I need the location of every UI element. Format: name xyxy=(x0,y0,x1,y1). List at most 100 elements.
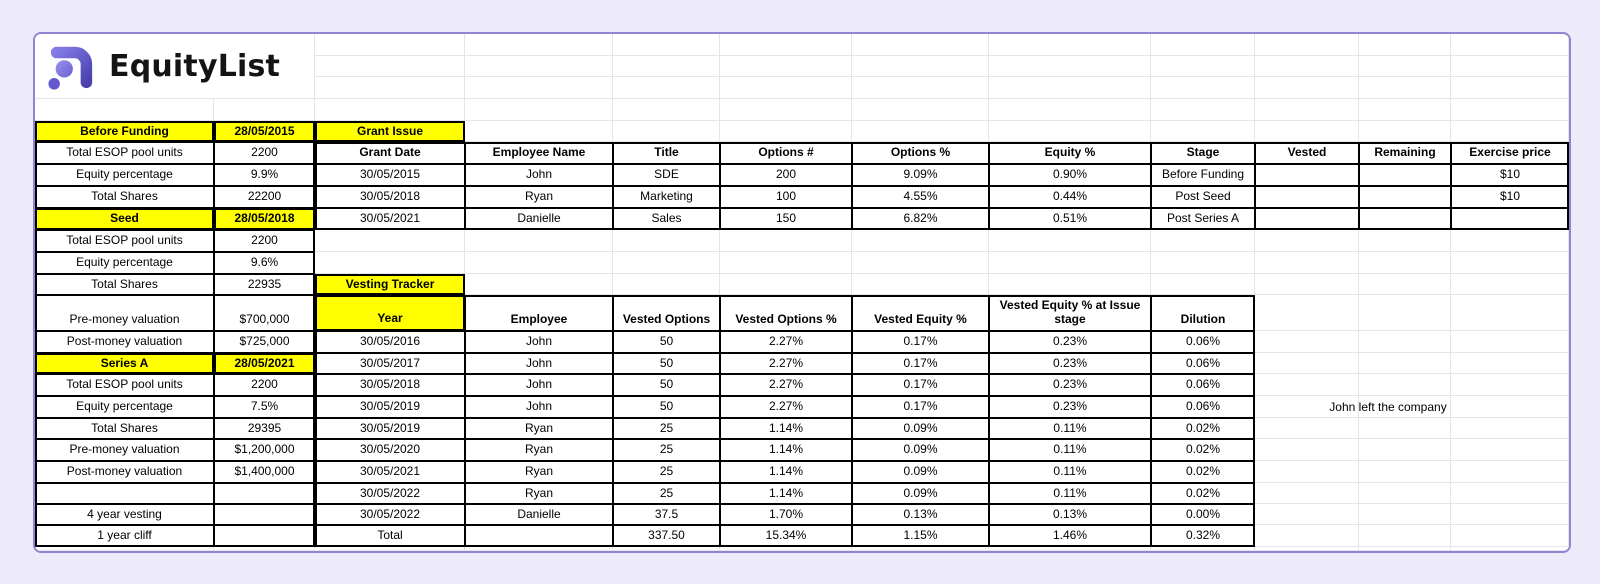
vesting-total-cell[interactable]: 15.34% xyxy=(720,525,852,547)
grid-cell[interactable] xyxy=(989,121,1151,142)
grid-cell[interactable] xyxy=(852,230,989,252)
grant-cell[interactable]: 30/05/2021 xyxy=(315,208,465,230)
grant-column-header[interactable]: Options # xyxy=(720,142,852,164)
grid-cell[interactable] xyxy=(1255,230,1359,252)
funding-metric-label[interactable]: Equity percentage xyxy=(35,396,214,418)
vesting-cell[interactable]: 2.27% xyxy=(720,353,852,374)
grant-cell[interactable]: 200 xyxy=(720,164,852,186)
vesting-cell[interactable]: 0.02% xyxy=(1151,483,1255,504)
grant-column-header[interactable]: Stage xyxy=(1151,142,1255,164)
grid-cell[interactable] xyxy=(613,121,720,142)
grid-cell[interactable] xyxy=(1451,461,1569,483)
vesting-cell[interactable]: 0.23% xyxy=(989,396,1151,418)
grid-cell[interactable] xyxy=(852,252,989,274)
vesting-cell[interactable]: 0.13% xyxy=(852,504,989,525)
vesting-cell[interactable]: 50 xyxy=(613,374,720,396)
vesting-terms-label[interactable]: 1 year cliff xyxy=(35,525,214,547)
grid-cell[interactable] xyxy=(613,547,720,551)
grid-cell[interactable] xyxy=(720,230,852,252)
grant-column-header[interactable]: Employee Name xyxy=(465,142,613,164)
grant-cell[interactable]: 0.51% xyxy=(989,208,1151,230)
grant-cell[interactable]: 6.82% xyxy=(852,208,989,230)
vesting-cell[interactable]: 0.11% xyxy=(989,418,1151,439)
grid-cell[interactable] xyxy=(720,274,852,295)
grid-cell[interactable] xyxy=(465,56,613,77)
grid-cell[interactable] xyxy=(1451,418,1569,439)
grid-cell[interactable] xyxy=(1451,396,1569,418)
grant-column-header[interactable]: Equity % xyxy=(989,142,1151,164)
vesting-cell[interactable]: 50 xyxy=(613,396,720,418)
funding-metric-label[interactable]: Pre-money valuation xyxy=(35,439,214,461)
grid-cell[interactable] xyxy=(1359,547,1451,551)
vesting-cell[interactable]: 30/05/2019 xyxy=(315,418,465,439)
funding-stage-label[interactable]: Before Funding xyxy=(35,121,214,142)
grid-cell[interactable] xyxy=(315,547,465,551)
grant-cell[interactable]: 100 xyxy=(720,186,852,208)
funding-stage-date[interactable]: 28/05/2018 xyxy=(214,208,315,230)
grid-cell[interactable] xyxy=(1451,230,1569,252)
vesting-terms-value[interactable] xyxy=(214,525,315,547)
grid-cell[interactable] xyxy=(315,252,465,274)
grid-cell[interactable] xyxy=(852,99,989,121)
vesting-cell[interactable]: 50 xyxy=(613,353,720,374)
grant-cell[interactable]: John xyxy=(465,164,613,186)
vesting-terms-value[interactable] xyxy=(214,504,315,525)
vesting-cell[interactable]: 0.02% xyxy=(1151,461,1255,483)
funding-metric-value[interactable]: $1,200,000 xyxy=(214,439,315,461)
vesting-cell[interactable]: 0.17% xyxy=(852,374,989,396)
grant-column-header[interactable]: Remaining xyxy=(1359,142,1451,164)
funding-spacer-cell[interactable] xyxy=(35,483,214,504)
grant-cell[interactable]: 0.44% xyxy=(989,186,1151,208)
grid-cell[interactable] xyxy=(720,77,852,99)
grid-cell[interactable] xyxy=(214,99,315,121)
grid-cell[interactable] xyxy=(613,99,720,121)
grid-cell[interactable] xyxy=(1451,483,1569,504)
funding-metric-label[interactable]: Post-money valuation xyxy=(35,331,214,353)
funding-metric-value[interactable]: 29395 xyxy=(214,418,315,439)
grant-cell[interactable]: Danielle xyxy=(465,208,613,230)
vesting-cell[interactable]: 50 xyxy=(613,331,720,353)
grid-cell[interactable] xyxy=(1151,34,1255,56)
funding-metric-label[interactable]: Total ESOP pool units xyxy=(35,374,214,396)
vesting-cell[interactable]: Danielle xyxy=(465,504,613,525)
vesting-cell[interactable]: 2.27% xyxy=(720,374,852,396)
grid-cell[interactable] xyxy=(1451,252,1569,274)
vesting-total-cell[interactable]: 0.32% xyxy=(1151,525,1255,547)
funding-metric-value[interactable]: 2200 xyxy=(214,374,315,396)
vesting-cell[interactable]: 0.09% xyxy=(852,483,989,504)
funding-metric-value[interactable]: 2200 xyxy=(214,142,315,164)
vesting-total-cell[interactable]: 337.50 xyxy=(613,525,720,547)
grid-cell[interactable] xyxy=(315,34,465,56)
funding-metric-value[interactable]: 22200 xyxy=(214,186,315,208)
funding-metric-value[interactable]: 2200 xyxy=(214,230,315,252)
grid-cell[interactable] xyxy=(989,274,1151,295)
grid-cell[interactable] xyxy=(1255,99,1359,121)
funding-metric-label[interactable]: Total Shares xyxy=(35,274,214,295)
funding-metric-label[interactable]: Total Shares xyxy=(35,186,214,208)
vesting-cell[interactable]: 25 xyxy=(613,418,720,439)
grid-cell[interactable] xyxy=(1255,34,1359,56)
grid-cell[interactable] xyxy=(720,252,852,274)
grid-cell[interactable] xyxy=(613,274,720,295)
vesting-total-cell[interactable] xyxy=(465,525,613,547)
vesting-cell[interactable]: 0.17% xyxy=(852,353,989,374)
vesting-cell[interactable]: 0.09% xyxy=(852,461,989,483)
grid-cell[interactable] xyxy=(1255,396,1359,418)
grid-cell[interactable] xyxy=(465,230,613,252)
grid-cell[interactable] xyxy=(1451,504,1569,525)
funding-metric-label[interactable]: Pre-money valuation xyxy=(35,295,214,331)
vesting-cell[interactable]: 30/05/2019 xyxy=(315,396,465,418)
funding-metric-value[interactable]: 9.9% xyxy=(214,164,315,186)
vesting-cell[interactable]: 0.00% xyxy=(1151,504,1255,525)
note-john-left-company[interactable]: John left the company xyxy=(1329,400,1447,414)
grid-cell[interactable] xyxy=(720,547,852,551)
vesting-cell[interactable]: 0.23% xyxy=(989,353,1151,374)
funding-metric-label[interactable]: Total Shares xyxy=(35,418,214,439)
grid-cell[interactable] xyxy=(1151,230,1255,252)
funding-metric-value[interactable]: 9.6% xyxy=(214,252,315,274)
grid-cell[interactable] xyxy=(613,77,720,99)
grant-column-header[interactable]: Exercise price xyxy=(1451,142,1569,164)
grant-cell[interactable]: $10 xyxy=(1451,164,1569,186)
vesting-cell[interactable]: 0.09% xyxy=(852,418,989,439)
vesting-cell[interactable]: 30/05/2021 xyxy=(315,461,465,483)
